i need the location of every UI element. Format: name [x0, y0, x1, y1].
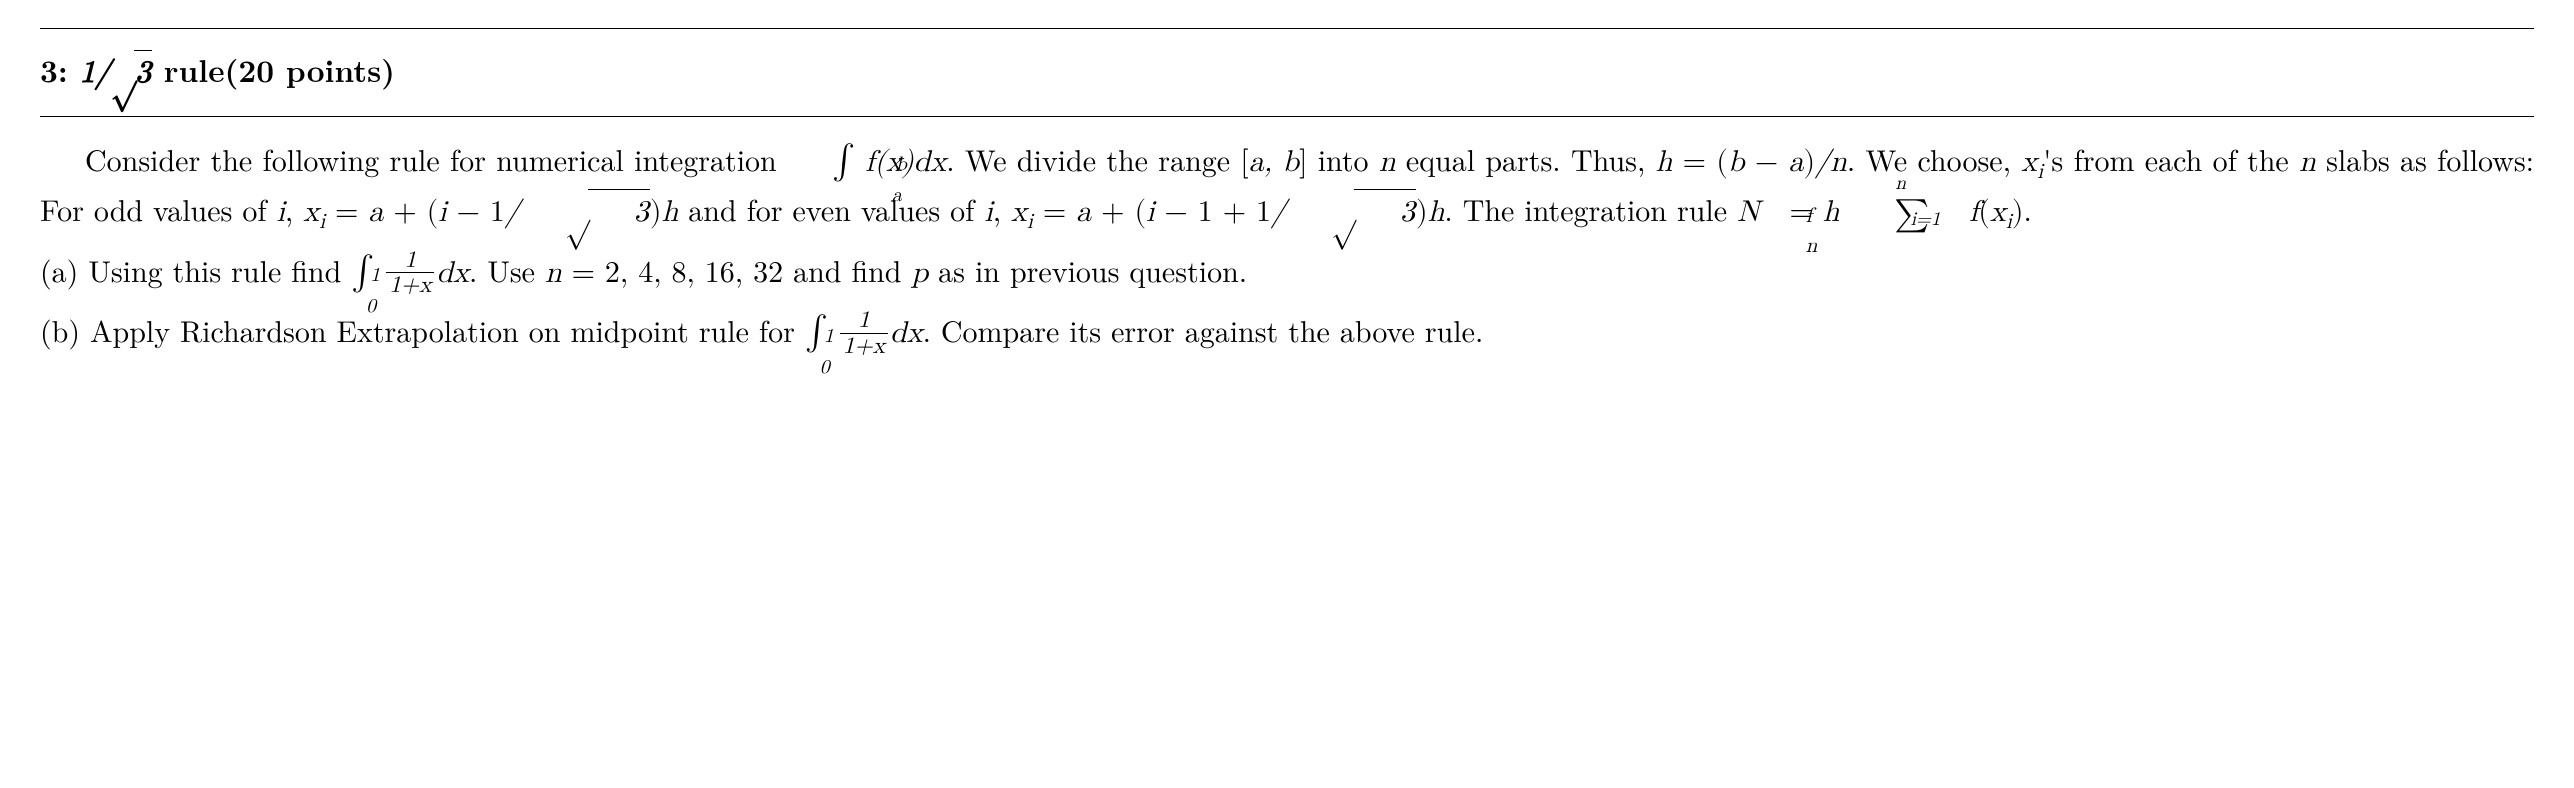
- p1-t6: 's from each of the: [2043, 137, 2299, 180]
- pa-nvals: n = 2, 4, 8, 16, 32: [545, 258, 783, 288]
- p1-i2: i: [984, 197, 992, 227]
- p1-hdef: h = (b − a)/n: [1656, 147, 1847, 177]
- p1-t9: and for even values of: [678, 187, 984, 230]
- p1-t2: . We divide the range: [946, 137, 1240, 180]
- p1-i1: i: [277, 197, 285, 227]
- pa-integral: ∫10 11+xdx: [351, 258, 469, 288]
- pa-p: p: [911, 258, 928, 288]
- heading-number: 3:: [40, 48, 68, 92]
- heading-math: 1/√3: [80, 58, 152, 89]
- heading-title: rule(20 points): [164, 48, 395, 92]
- p1-t10: ,: [993, 187, 1011, 230]
- p1-t1: Consider the following rule for numerica…: [85, 137, 787, 180]
- p1-xi: xi: [2021, 147, 2043, 177]
- pa-t3: as in previous question.: [928, 248, 1247, 291]
- paragraph-1: Consider the following rule for numerica…: [40, 135, 2534, 240]
- pb-label: (b) Apply Richardson Extrapolation on mi…: [40, 308, 805, 351]
- p1-even-rule: xi = a + (i − 1 + 1/√3)h: [1011, 197, 1444, 227]
- pb-t1: . Compare its error against the above ru…: [923, 308, 1484, 351]
- pa-label: (a) Using this rule find: [40, 248, 351, 291]
- p1-t3: into: [1307, 137, 1378, 180]
- part-b: (b) Apply Richardson Extrapolation on mi…: [40, 306, 2534, 361]
- p1-t11: . The integration rule: [1444, 187, 1737, 230]
- p1-rule-def: Nfn = h ∑ni=1 f(xi): [1737, 197, 2023, 227]
- p1-odd-rule: xi = a + (i − 1/√3)h: [303, 197, 678, 227]
- p1-t8: ,: [285, 187, 303, 230]
- pa-t2: and find: [783, 248, 911, 291]
- section-heading: 3: 1/√3 rule(20 points): [40, 37, 2534, 108]
- p1-integral: ∫ba f(x)dx: [787, 147, 946, 177]
- pb-integral: ∫10 11+xdx: [805, 318, 923, 348]
- part-a: (a) Using this rule find ∫10 11+xdx. Use…: [40, 246, 2534, 301]
- p1-t12: .: [2024, 187, 2032, 230]
- mid-rule: [40, 116, 2534, 117]
- problem-body: Consider the following rule for numerica…: [40, 135, 2534, 361]
- top-rule: [40, 28, 2534, 29]
- pa-t1: . Use: [469, 248, 545, 291]
- p1-n: n: [1379, 147, 1396, 177]
- p1-range: [a, b]: [1240, 147, 1307, 177]
- p1-n2: n: [2299, 147, 2316, 177]
- p1-t4: equal parts. Thus,: [1396, 137, 1656, 180]
